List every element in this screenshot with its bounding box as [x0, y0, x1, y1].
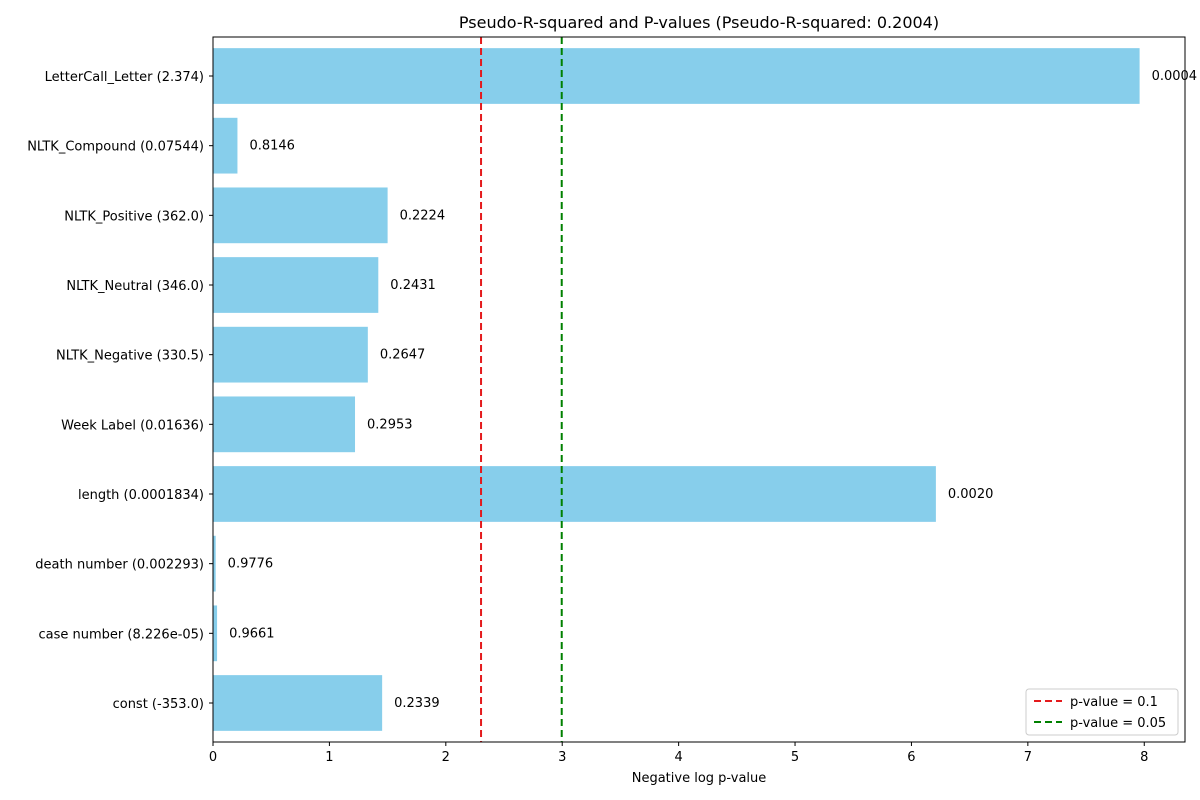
- bar-value-label: 0.2224: [400, 208, 446, 223]
- plot-frame: [212, 36, 1186, 743]
- y-tick-label: NLTK_Positive (362.0): [64, 209, 204, 224]
- bar: [213, 675, 383, 731]
- chart-title: Pseudo-R-squared and P-values (Pseudo-R-…: [459, 13, 939, 32]
- bars-group: [213, 48, 1140, 731]
- x-tick-label: 1: [325, 750, 333, 765]
- y-tick-label: case number (8.226e-05): [39, 627, 204, 642]
- y-tick-label: length (0.0001834): [78, 488, 204, 503]
- bar: [213, 326, 368, 383]
- y-tick-label: NLTK_Compound (0.07544): [27, 140, 204, 155]
- bar: [213, 257, 379, 313]
- bar-value-label: 0.2647: [380, 348, 426, 363]
- bar-value-label: 0.9776: [228, 557, 274, 572]
- x-tick-label: 4: [674, 750, 682, 765]
- bar-value-label: 0.0020: [948, 487, 994, 502]
- bar-value-label: 0.0004: [1152, 69, 1198, 84]
- bar-value-label: 0.9661: [229, 626, 275, 641]
- x-tick-label: 7: [1024, 750, 1032, 765]
- bar-value-label: 0.2953: [367, 417, 413, 432]
- x-axis-title: Negative log p-value: [632, 771, 767, 786]
- bar: [213, 396, 356, 453]
- y-tick-label: death number (0.002293): [35, 558, 204, 573]
- y-tick-label: NLTK_Negative (330.5): [56, 349, 204, 364]
- x-tick-label: 3: [558, 750, 566, 765]
- x-tick-label: 6: [907, 750, 915, 765]
- legend-box: [1025, 688, 1179, 736]
- x-tick-label: 2: [442, 750, 450, 765]
- legend-entry-label: p-value = 0.1: [1070, 695, 1158, 710]
- bar: [213, 187, 388, 244]
- legend-entry-label: p-value = 0.05: [1070, 716, 1166, 731]
- bar-value-label: 0.2431: [390, 278, 436, 293]
- bar-value-label: 0.8146: [249, 139, 294, 154]
- y-tick-label: const (-353.0): [113, 697, 204, 712]
- x-tick-label: 0: [209, 750, 217, 765]
- y-tick-label: NLTK_Neutral (346.0): [66, 279, 204, 294]
- legend: p-value = 0.1 p-value = 0.05: [1025, 688, 1179, 736]
- bar: [213, 535, 216, 592]
- bar: [213, 605, 218, 662]
- y-tick-label: LetterCall_Letter (2.374): [45, 70, 204, 85]
- bar: [213, 466, 936, 522]
- y-axis-ticks: const (-353.0) case number (8.226e-05) dea…: [27, 70, 213, 712]
- x-tick-label: 5: [791, 750, 799, 765]
- bar-labels-group: 0.2339 0.9661 0.9776 0.0020 0.2953 0.2647 0.24…: [228, 69, 1197, 711]
- bar: [213, 117, 238, 174]
- x-tick-label: 8: [1140, 750, 1148, 765]
- bar: [213, 48, 1140, 104]
- y-tick-label: Week Label (0.01636): [61, 418, 204, 433]
- x-axis-ticks: 0 1 2 3 4 5 6 7 8: [209, 742, 1148, 765]
- reference-lines-group: [480, 37, 563, 742]
- bar-value-label: 0.2339: [394, 696, 440, 711]
